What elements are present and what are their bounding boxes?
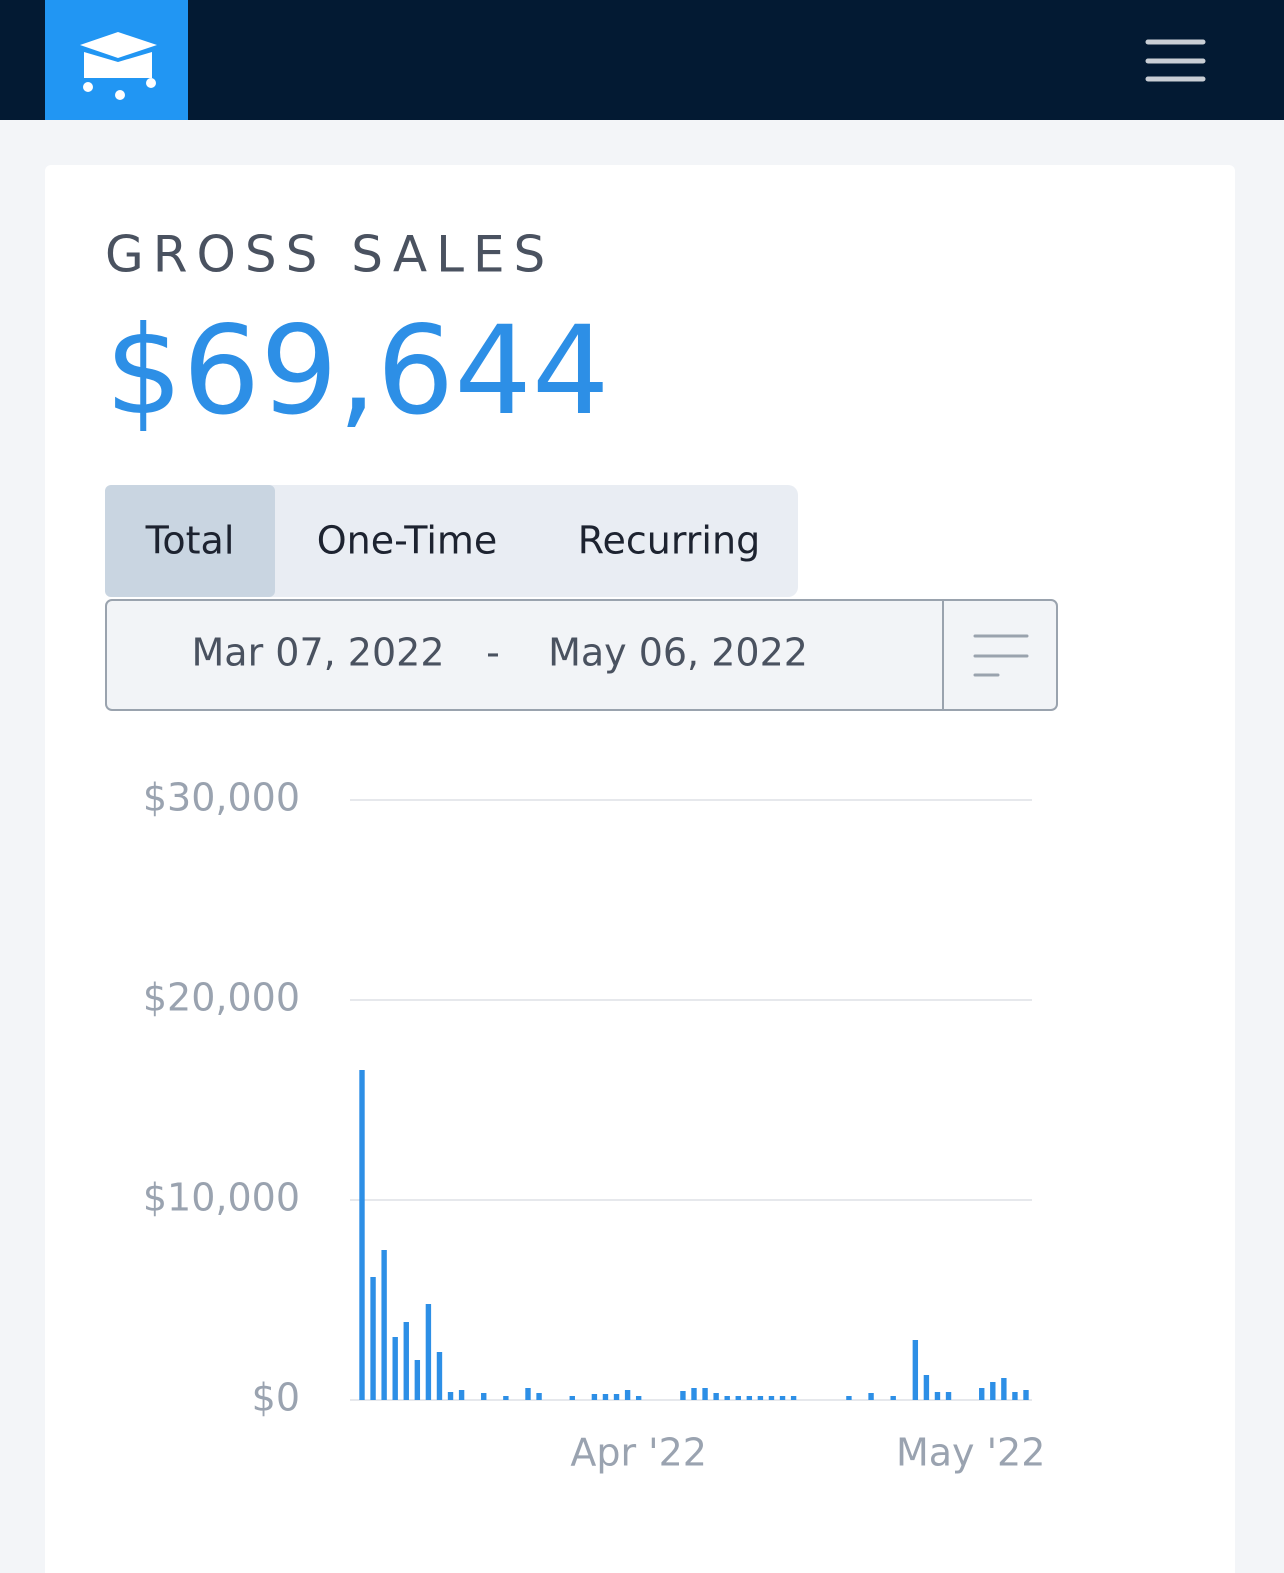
tab[interactable]: One-Time [317,519,498,563]
logo-wheel [83,82,93,92]
bar [912,1340,919,1400]
menu-button[interactable] [1145,39,1206,82]
bar [746,1396,753,1400]
bar [768,1396,775,1400]
bar [525,1388,531,1400]
bar [1012,1392,1018,1400]
logo-cart [84,52,152,78]
bar [702,1388,708,1400]
chart: $0 $10,000 $20,000 $30,000 Apr '22 May '22 [143,776,1046,1475]
tab[interactable]: Total [145,519,235,563]
date-box [105,599,1058,711]
logo-box [45,0,188,120]
top-bar [0,0,1284,120]
bar [613,1394,620,1400]
bar [724,1396,730,1400]
y-tick-label: $30,000 [143,776,300,820]
y-tick-label: $20,000 [143,976,300,1020]
bar [691,1388,697,1400]
bar [979,1388,985,1400]
x-tick-label: Apr '22 [570,1431,707,1475]
bar [890,1396,896,1400]
bar [447,1392,454,1400]
card-title: GROSS SALES [105,226,554,284]
bar [392,1337,398,1400]
bar [923,1375,930,1400]
total-amount: $69,644 [105,300,610,442]
bar [436,1352,443,1400]
bar [790,1396,797,1400]
bar [624,1390,631,1400]
y-tick-label: $10,000 [143,1176,300,1220]
bar [735,1396,741,1400]
bar [481,1393,487,1400]
bar [591,1394,598,1400]
bar [779,1396,786,1400]
tab-group [105,485,798,597]
y-tick-label: $0 [252,1376,300,1420]
logo-wheel [115,90,125,100]
logo[interactable] [45,0,188,120]
bar [425,1304,432,1400]
bar [868,1393,874,1400]
tab-active-bg [105,485,275,597]
bar [458,1390,465,1400]
bar [680,1391,686,1400]
bar [713,1393,719,1400]
bar [945,1392,952,1400]
bar [934,1392,941,1400]
bar [381,1250,387,1400]
bar [1001,1378,1007,1400]
bar [414,1360,421,1400]
bar [1023,1390,1029,1400]
bar [602,1394,609,1400]
bar [359,1070,365,1400]
date-separator: - [486,631,500,675]
date-start: Mar 07, 2022 [192,631,445,675]
bar [503,1396,509,1400]
bar [757,1396,764,1400]
bar [846,1396,852,1400]
bar [569,1396,575,1400]
tab[interactable]: Recurring [578,519,760,563]
logo-lid [80,32,157,58]
bar [403,1322,409,1400]
bar [635,1396,642,1400]
bar [370,1277,376,1400]
logo-wheel [146,78,156,88]
date-range-picker[interactable]: Mar 07, 2022 - May 06, 2022 [105,599,1058,711]
bar [536,1393,542,1400]
x-tick-label: May '22 [896,1431,1045,1475]
bar [990,1382,996,1400]
filter-icon [973,634,1029,677]
date-end: May 06, 2022 [548,631,808,675]
